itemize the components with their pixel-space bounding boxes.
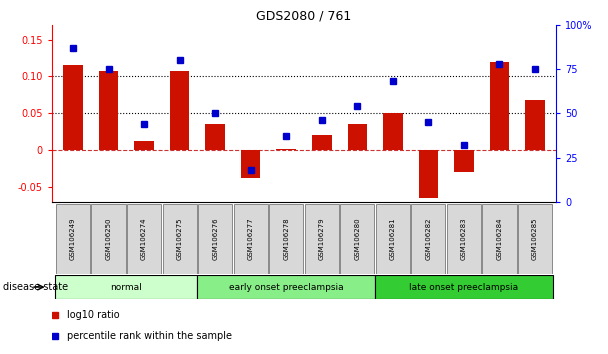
Bar [518, 204, 552, 274]
Text: GSM106250: GSM106250 [106, 218, 111, 260]
Text: percentile rank within the sample: percentile rank within the sample [67, 331, 232, 341]
Text: GSM106274: GSM106274 [141, 218, 147, 260]
Text: GSM106280: GSM106280 [354, 218, 361, 260]
Text: GSM106284: GSM106284 [497, 218, 502, 260]
Text: GSM106283: GSM106283 [461, 218, 467, 260]
Bar [127, 204, 161, 274]
Bar [419, 150, 438, 198]
Bar [269, 204, 303, 274]
Bar [376, 204, 410, 274]
Bar [447, 204, 481, 274]
Bar [383, 113, 402, 150]
Bar [454, 150, 474, 172]
Text: GSM106275: GSM106275 [176, 218, 182, 260]
Bar [91, 204, 126, 274]
Text: GSM106285: GSM106285 [532, 218, 538, 260]
Bar [489, 62, 510, 150]
Bar [482, 204, 517, 274]
Text: GSM106249: GSM106249 [70, 218, 76, 260]
Text: GSM106277: GSM106277 [247, 218, 254, 260]
Text: GSM106278: GSM106278 [283, 218, 289, 260]
Bar [305, 204, 339, 274]
Bar [277, 149, 296, 150]
Bar [55, 275, 198, 299]
Bar [241, 150, 260, 178]
Bar [375, 275, 553, 299]
Bar [312, 135, 331, 150]
Bar [63, 65, 83, 150]
Text: GSM106276: GSM106276 [212, 218, 218, 260]
Text: GSM106282: GSM106282 [426, 218, 432, 260]
Bar [162, 204, 196, 274]
Text: late onset preeclampsia: late onset preeclampsia [409, 282, 519, 292]
Bar [233, 204, 268, 274]
Bar [412, 204, 446, 274]
Text: log10 ratio: log10 ratio [67, 310, 119, 320]
Bar [525, 100, 545, 150]
Bar [206, 124, 225, 150]
Text: disease state: disease state [3, 282, 68, 292]
Bar [98, 71, 119, 150]
Bar [170, 71, 189, 150]
Bar [348, 124, 367, 150]
Text: early onset preeclampsia: early onset preeclampsia [229, 282, 344, 292]
Text: GSM106279: GSM106279 [319, 218, 325, 260]
Bar [198, 275, 375, 299]
Title: GDS2080 / 761: GDS2080 / 761 [257, 9, 351, 22]
Text: GSM106281: GSM106281 [390, 218, 396, 260]
Bar [56, 204, 90, 274]
Bar [134, 141, 154, 150]
Bar [198, 204, 232, 274]
Text: normal: normal [111, 282, 142, 292]
Bar [340, 204, 375, 274]
